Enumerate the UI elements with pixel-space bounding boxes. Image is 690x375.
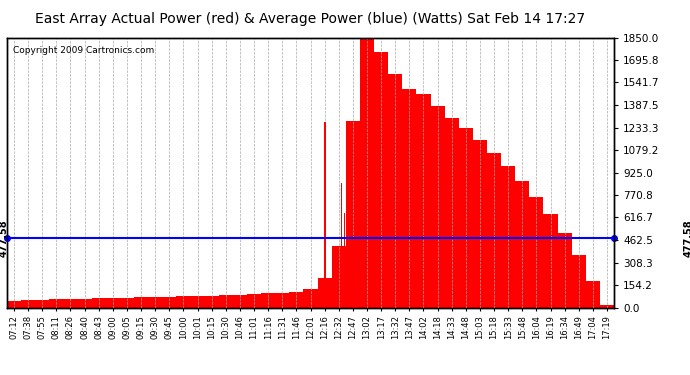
Bar bbox=[402, 88, 416, 308]
Bar bbox=[416, 94, 431, 308]
Bar bbox=[357, 220, 358, 308]
Bar bbox=[353, 237, 355, 308]
Bar bbox=[515, 180, 529, 308]
Bar bbox=[388, 74, 402, 308]
Bar bbox=[317, 278, 332, 308]
Bar bbox=[332, 246, 346, 308]
Bar bbox=[360, 38, 374, 308]
Bar bbox=[473, 140, 487, 308]
Bar bbox=[600, 305, 614, 308]
Bar bbox=[275, 293, 289, 308]
Bar bbox=[344, 213, 345, 308]
Bar bbox=[177, 296, 190, 307]
Bar bbox=[120, 298, 134, 307]
Bar bbox=[77, 299, 92, 307]
Bar bbox=[487, 153, 501, 308]
Bar bbox=[233, 295, 247, 307]
Bar bbox=[341, 183, 342, 308]
Bar bbox=[444, 118, 459, 308]
Bar bbox=[92, 298, 106, 307]
Bar bbox=[558, 233, 572, 308]
Bar bbox=[35, 300, 49, 307]
Bar bbox=[219, 295, 233, 307]
Bar bbox=[431, 106, 444, 307]
Bar bbox=[49, 300, 63, 307]
Text: East Array Actual Power (red) & Average Power (blue) (Watts) Sat Feb 14 17:27: East Array Actual Power (red) & Average … bbox=[35, 12, 586, 26]
Bar bbox=[572, 255, 586, 308]
Text: Copyright 2009 Cartronics.com: Copyright 2009 Cartronics.com bbox=[13, 46, 155, 55]
Bar bbox=[63, 299, 77, 307]
Bar bbox=[544, 214, 558, 308]
Bar bbox=[106, 298, 120, 307]
Bar bbox=[261, 294, 275, 308]
Bar bbox=[247, 294, 261, 307]
Bar bbox=[7, 301, 21, 307]
Bar bbox=[346, 121, 360, 308]
Bar bbox=[586, 281, 600, 308]
Bar bbox=[289, 292, 304, 308]
Text: 477.58: 477.58 bbox=[684, 219, 690, 257]
Bar bbox=[459, 128, 473, 308]
Text: 477.58: 477.58 bbox=[0, 219, 8, 257]
Bar bbox=[205, 296, 219, 307]
Bar bbox=[148, 297, 162, 307]
Bar bbox=[21, 300, 35, 307]
Bar bbox=[324, 122, 326, 308]
Bar bbox=[190, 296, 205, 307]
Bar bbox=[501, 166, 515, 308]
Bar bbox=[529, 196, 544, 308]
Bar bbox=[304, 288, 317, 308]
Bar bbox=[134, 297, 148, 307]
Bar bbox=[374, 52, 388, 308]
Bar bbox=[162, 297, 177, 307]
